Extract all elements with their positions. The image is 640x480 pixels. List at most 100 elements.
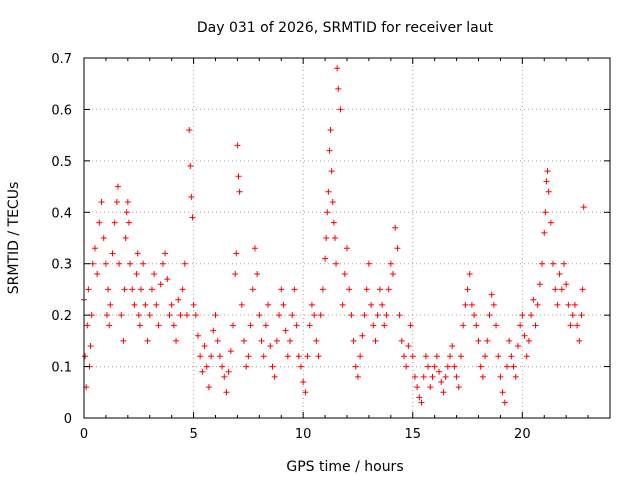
data-point [578,312,585,319]
x-tick-label: 0 [80,427,88,442]
data-point [233,250,240,257]
data-point [105,286,112,293]
data-point [91,245,98,252]
data-point [179,286,186,293]
y-tick-label: 0.5 [51,155,72,170]
data-point [142,301,149,308]
x-tick-label: 10 [295,427,312,442]
data-point [205,384,212,391]
data-point [284,353,291,360]
y-tick-label: 0.7 [51,52,72,67]
data-point [85,286,92,293]
data-point [370,322,377,329]
data-point [121,286,128,293]
data-point [111,219,118,226]
data-point [199,368,206,375]
data-point [348,312,355,319]
data-point [125,219,132,226]
data-point [414,384,421,391]
data-point [238,301,245,308]
data-point [127,260,134,267]
data-point [328,168,335,175]
data-point [390,271,397,277]
data-point [168,301,175,308]
data-point [262,322,269,329]
data-point [157,281,164,288]
data-point [260,353,267,360]
data-point [114,183,121,190]
data-point [403,363,410,370]
data-point [449,343,456,349]
data-point [146,312,153,319]
data-point [565,301,572,308]
data-point [278,286,285,293]
data-point [543,178,550,185]
data-point [344,245,350,252]
y-tick-label: 0.1 [51,361,72,376]
data-point [409,353,416,360]
data-point [245,353,252,360]
data-point [350,337,357,344]
data-point [322,255,329,262]
data-point [300,379,307,385]
data-point [400,353,407,360]
data-point [140,260,147,267]
data-point [265,301,272,308]
data-point [510,363,517,370]
data-point [427,384,434,391]
data-point [359,332,366,339]
data-point [576,337,583,344]
chart-title: Day 031 of 2026, SRMTID for receiver lau… [197,20,494,36]
data-point [155,322,162,329]
data-point [425,363,432,370]
data-point [455,384,462,391]
data-point [440,389,447,396]
data-point [563,281,570,288]
data-point [184,312,191,319]
data-point [113,199,120,205]
data-point [187,163,194,169]
grid-lines [84,58,610,418]
data-point [506,337,513,344]
data-point [337,106,344,113]
data-point [135,312,142,319]
data-point [501,399,508,406]
data-point [579,286,586,293]
data-point [293,322,300,329]
data-point [493,322,500,329]
data-point [87,343,94,349]
x-tick-label: 15 [404,427,421,442]
data-point [490,301,497,308]
data-point [82,353,89,360]
data-point [104,312,111,319]
data-point [486,312,493,319]
data-point [442,373,449,380]
data-point [396,312,403,319]
data-point [376,286,383,293]
data-point [334,65,341,72]
data-point [326,147,333,154]
data-point [136,322,143,329]
data-point [317,312,324,319]
data-point [574,322,581,329]
data-point [153,301,160,308]
data-point [398,337,405,344]
data-point [519,312,526,319]
data-point [235,173,242,180]
data-point [249,286,256,293]
data-point [438,379,445,385]
x-tick-label: 5 [189,427,197,442]
data-point [346,286,353,293]
data-point [460,322,467,329]
data-point [567,322,574,329]
data-point [368,301,375,308]
data-point [122,235,129,241]
data-point [188,193,195,200]
data-point [289,312,296,319]
data-point [291,286,298,293]
data-point [354,373,361,380]
data-point [131,301,138,308]
data-point [118,312,125,319]
data-point [230,322,237,329]
data-point [484,337,491,344]
